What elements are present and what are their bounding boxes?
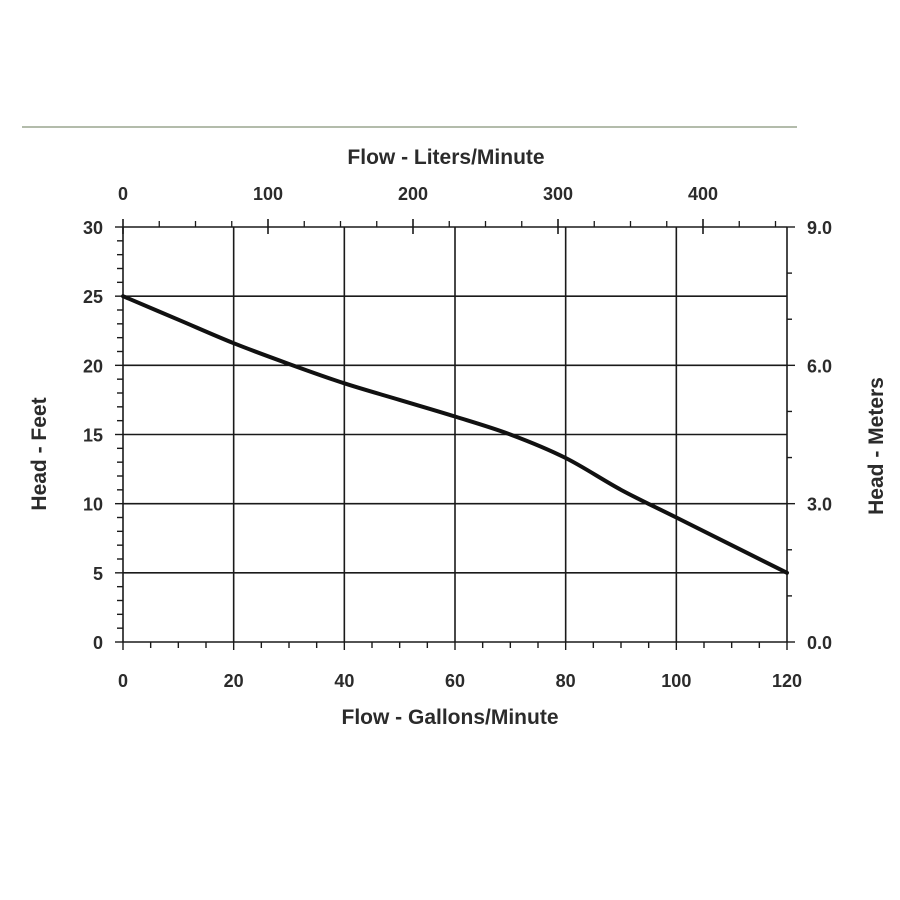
x-tick-label: 0 [118,671,128,691]
y-tick-label: 0 [93,633,103,653]
performance-curve-line [121,294,789,575]
x-tick-label: 40 [334,671,354,691]
y-tick-label: 15 [83,426,103,446]
y2-tick-label: 6.0 [807,356,832,376]
x2-tick-label: 200 [398,184,428,204]
y2-tick-label: 3.0 [807,495,832,515]
x-tick-label: 60 [445,671,465,691]
y-axis-title: Head - Feet [28,397,51,510]
y-tick-label: 25 [83,287,103,307]
x2-tick-label: 300 [543,184,573,204]
x2-tick-label: 0 [118,184,128,204]
y2-axis-title: Head - Meters [865,377,888,515]
x-tick-label: 100 [661,671,691,691]
axis-ticks [115,219,795,650]
y2-tick-label: 0.0 [807,633,832,653]
grid [122,226,788,643]
x2-axis-title: Flow - Liters/Minute [347,146,544,169]
y-tick-label: 10 [83,495,103,515]
x2-tick-label: 100 [253,184,283,204]
y-tick-label: 5 [93,564,103,584]
x2-tick-label: 400 [688,184,718,204]
x-tick-label: 120 [772,671,802,691]
y2-tick-label: 9.0 [807,218,832,238]
y-tick-label: 20 [83,356,103,376]
y-tick-label: 30 [83,218,103,238]
x-axis-title: Flow - Gallons/Minute [342,706,559,729]
x-tick-label: 20 [224,671,244,691]
x-tick-label: 80 [556,671,576,691]
